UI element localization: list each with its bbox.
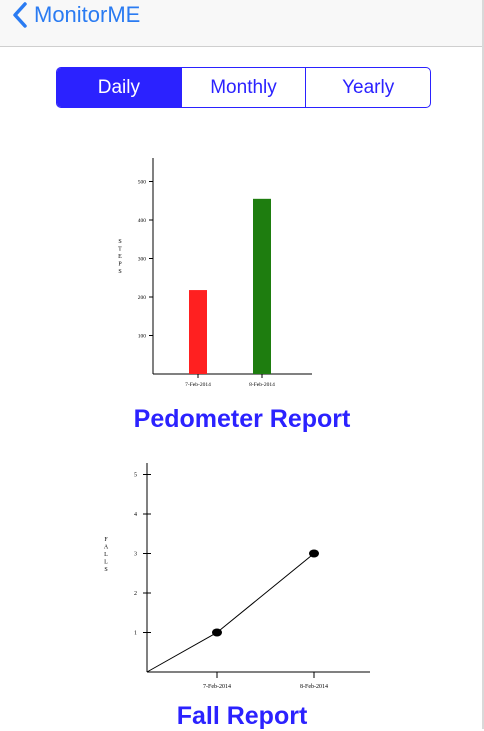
x-tick-label: 7-Feb-2014	[203, 684, 231, 690]
y-axis-label-letter: S	[118, 269, 121, 275]
y-axis-label-letter: S	[104, 567, 107, 573]
back-button[interactable]: MonitorME	[12, 2, 140, 28]
bar	[253, 198, 271, 374]
fall-report-title: Fall Report	[176, 702, 308, 730]
y-tick-label: 400	[138, 218, 147, 224]
pedometer-report-title: Pedometer Report	[133, 405, 351, 433]
series-line	[146, 553, 315, 673]
y-tick-label: 100	[138, 334, 147, 340]
y-axis-label-letter: S	[118, 239, 121, 245]
y-tick-label: 500	[138, 180, 147, 186]
y-axis-label-letter: P	[118, 262, 122, 268]
chevron-left-icon	[13, 2, 27, 28]
segment-daily[interactable]: Daily	[57, 68, 181, 107]
segment-yearly[interactable]: Yearly	[305, 68, 430, 107]
y-axis-label-letter: E	[118, 254, 122, 260]
navigation-bar: MonitorME	[0, 0, 484, 47]
y-axis-label-letter: L	[104, 552, 108, 558]
bar	[189, 290, 207, 374]
right-edge-divider	[482, 0, 484, 729]
y-tick-label: 1	[134, 631, 137, 637]
y-axis-label-letter: F	[104, 537, 108, 543]
x-tick-label: 7-Feb-2014	[185, 382, 211, 388]
data-point	[212, 628, 222, 637]
y-axis-label-letter: T	[118, 247, 122, 253]
x-tick-label: 8-Feb-2014	[249, 382, 275, 388]
segment-monthly[interactable]: Monthly	[180, 68, 306, 107]
y-tick-label: 4	[134, 512, 137, 518]
y-tick-label: 300	[138, 257, 147, 263]
period-segmented-control: Daily Monthly Yearly	[56, 67, 431, 108]
x-tick-label: 8-Feb-2014	[300, 684, 328, 690]
back-button-label: MonitorME	[34, 2, 141, 27]
y-tick-label: 3	[134, 552, 137, 558]
y-axis-label-letter: A	[104, 545, 109, 551]
y-tick-label: 2	[134, 591, 137, 597]
y-tick-label: 200	[138, 295, 147, 301]
y-tick-label: 5	[134, 473, 137, 479]
data-point	[309, 549, 319, 558]
y-axis-label-letter: L	[104, 560, 108, 566]
